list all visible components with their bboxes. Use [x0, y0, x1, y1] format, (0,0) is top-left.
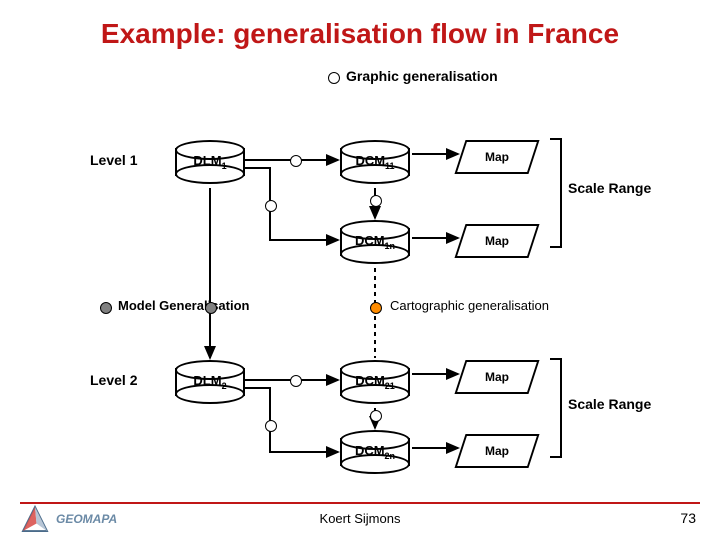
dcm21-text: DCM	[355, 373, 385, 388]
bracket-scale-2	[550, 358, 562, 458]
bracket-scale-1	[550, 138, 562, 248]
dcm21-sub: 21	[385, 381, 395, 391]
diagram-area: Graphic generalisation Level 1 DLM1 DCM1…	[40, 60, 680, 470]
dot-graphic-3	[265, 200, 277, 212]
footer: GEOMAPA Koert Sijmons 73	[0, 490, 720, 540]
cylinder-dcm2n: DCM2n	[340, 430, 410, 474]
dlm1-text: DLM	[193, 153, 221, 168]
footer-rule	[20, 502, 700, 504]
level1-label: Level 1	[90, 152, 137, 168]
dcm11-sub: 11	[385, 161, 395, 171]
dot-model-on-line	[205, 302, 217, 314]
dcm1n-sub: 1n	[385, 241, 396, 251]
dot-graphic-4	[290, 375, 302, 387]
dcm1n-text: DCM	[355, 233, 385, 248]
dlm2-text: DLM	[193, 373, 221, 388]
map-2-n: Map	[454, 434, 539, 468]
legend-graphic-label: Graphic generalisation	[346, 68, 498, 84]
level2-label: Level 2	[90, 372, 137, 388]
author-name: Koert Sijmons	[0, 511, 720, 526]
dlm2-sub: 2	[222, 381, 227, 391]
page-number: 73	[680, 510, 696, 526]
legend-dot-model	[100, 302, 112, 314]
dcm2n-sub: 2n	[385, 451, 396, 461]
map21-text: Map	[485, 370, 509, 384]
cylinder-dlm2: DLM2	[175, 360, 245, 404]
dcm11-text: DCM	[355, 153, 385, 168]
map-1-n: Map	[454, 224, 539, 258]
slide: Example: generalisation flow in France	[0, 0, 720, 540]
dlm1-sub: 1	[222, 161, 227, 171]
map1n-text: Map	[485, 234, 509, 248]
map11-text: Map	[485, 150, 509, 164]
slide-title: Example: generalisation flow in France	[0, 18, 720, 50]
cylinder-dcm21: DCM21	[340, 360, 410, 404]
map-1-1: Map	[454, 140, 539, 174]
dot-graphic-5	[265, 420, 277, 432]
dot-graphic-1	[290, 155, 302, 167]
cylinder-dlm1: DLM1	[175, 140, 245, 184]
scale-range-2: Scale Range	[568, 396, 651, 412]
legend-dot-carto	[370, 302, 382, 314]
dcm2n-text: DCM	[355, 443, 385, 458]
cylinder-dcm1n: DCM1n	[340, 220, 410, 264]
legend-model-label: Model Generalisation	[118, 298, 249, 313]
legend-dot-graphic	[328, 72, 340, 84]
map2n-text: Map	[485, 444, 509, 458]
dot-graphic-2	[370, 195, 382, 207]
cylinder-dcm11: DCM11	[340, 140, 410, 184]
map-2-1: Map	[454, 360, 539, 394]
scale-range-1: Scale Range	[568, 180, 651, 196]
legend-carto-label: Cartographic generalisation	[390, 298, 549, 313]
dot-graphic-6	[370, 410, 382, 422]
